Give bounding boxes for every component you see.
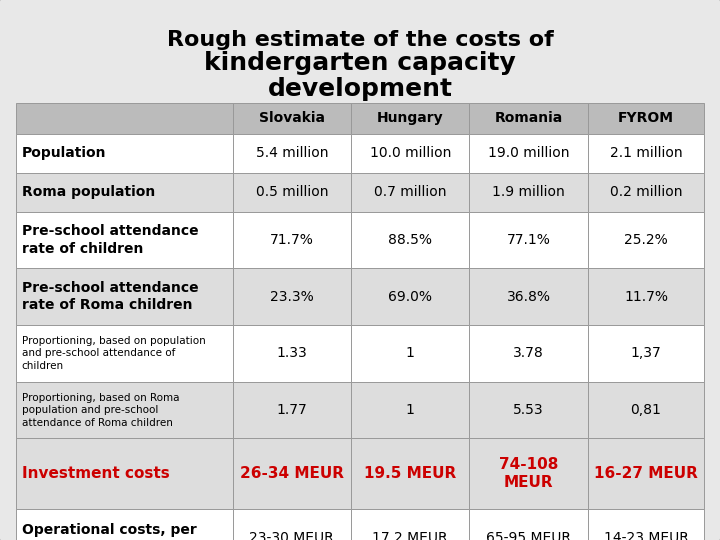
Bar bbox=[351, 268, 469, 325]
Bar bbox=[588, 212, 704, 268]
Bar bbox=[469, 212, 588, 268]
Bar bbox=[233, 103, 351, 134]
Text: 65-95 MEUR: 65-95 MEUR bbox=[486, 531, 571, 540]
Bar bbox=[233, 438, 351, 509]
Text: Roma population: Roma population bbox=[22, 185, 155, 199]
Bar bbox=[233, 325, 351, 382]
Text: 19.0 million: 19.0 million bbox=[488, 146, 570, 160]
Bar bbox=[351, 212, 469, 268]
Bar bbox=[588, 382, 704, 438]
Text: 0.5 million: 0.5 million bbox=[256, 185, 328, 199]
Text: Investment costs: Investment costs bbox=[22, 466, 169, 481]
Bar bbox=[16, 173, 233, 212]
Text: 23.3%: 23.3% bbox=[270, 290, 314, 303]
Text: 14-23 MEUR: 14-23 MEUR bbox=[603, 531, 688, 540]
Text: 1: 1 bbox=[406, 403, 415, 417]
Text: 0.7 million: 0.7 million bbox=[374, 185, 446, 199]
Bar bbox=[469, 438, 588, 509]
Bar bbox=[233, 509, 351, 540]
Bar bbox=[351, 134, 469, 173]
Text: 19.5 MEUR: 19.5 MEUR bbox=[364, 466, 456, 481]
Text: Proportioning, based on population
and pre-school attendance of
children: Proportioning, based on population and p… bbox=[22, 336, 205, 371]
Text: Pre-school attendance
rate of children: Pre-school attendance rate of children bbox=[22, 225, 198, 255]
Bar bbox=[469, 134, 588, 173]
Bar bbox=[351, 438, 469, 509]
Text: 11.7%: 11.7% bbox=[624, 290, 668, 303]
Text: 74-108
MEUR: 74-108 MEUR bbox=[499, 457, 558, 490]
Text: 5.4 million: 5.4 million bbox=[256, 146, 328, 160]
Bar bbox=[469, 103, 588, 134]
Bar bbox=[16, 438, 233, 509]
Text: 3.78: 3.78 bbox=[513, 347, 544, 360]
Text: 1,37: 1,37 bbox=[631, 347, 662, 360]
Bar bbox=[469, 509, 588, 540]
Bar bbox=[16, 212, 233, 268]
Text: Pre-school attendance
rate of Roma children: Pre-school attendance rate of Roma child… bbox=[22, 281, 198, 312]
Text: Hungary: Hungary bbox=[377, 111, 444, 125]
Text: 77.1%: 77.1% bbox=[507, 233, 551, 247]
Text: Operational costs, per
year: Operational costs, per year bbox=[22, 523, 197, 540]
Text: kindergarten capacity: kindergarten capacity bbox=[204, 51, 516, 75]
Bar bbox=[588, 509, 704, 540]
Bar bbox=[588, 103, 704, 134]
Text: 17.2 MEUR: 17.2 MEUR bbox=[372, 531, 448, 540]
Bar bbox=[16, 509, 233, 540]
Text: 71.7%: 71.7% bbox=[270, 233, 314, 247]
Bar bbox=[233, 268, 351, 325]
Text: 1.9 million: 1.9 million bbox=[492, 185, 565, 199]
Text: 36.8%: 36.8% bbox=[507, 290, 551, 303]
Text: 69.0%: 69.0% bbox=[388, 290, 432, 303]
Bar bbox=[351, 103, 469, 134]
Text: FYROM: FYROM bbox=[618, 111, 674, 125]
Text: 26-34 MEUR: 26-34 MEUR bbox=[240, 466, 344, 481]
Text: 1.33: 1.33 bbox=[276, 347, 307, 360]
Bar bbox=[588, 173, 704, 212]
Bar bbox=[469, 173, 588, 212]
Bar bbox=[588, 268, 704, 325]
Bar bbox=[16, 325, 233, 382]
Text: Slovakia: Slovakia bbox=[259, 111, 325, 125]
Text: 16-27 MEUR: 16-27 MEUR bbox=[594, 466, 698, 481]
Text: 25.2%: 25.2% bbox=[624, 233, 668, 247]
Bar bbox=[16, 382, 233, 438]
Text: 5.53: 5.53 bbox=[513, 403, 544, 417]
Bar bbox=[16, 103, 233, 134]
Bar bbox=[233, 134, 351, 173]
Text: 2.1 million: 2.1 million bbox=[610, 146, 683, 160]
Text: Rough estimate of the costs of: Rough estimate of the costs of bbox=[166, 30, 554, 50]
Bar bbox=[351, 382, 469, 438]
Bar bbox=[588, 325, 704, 382]
Bar bbox=[588, 438, 704, 509]
Bar bbox=[233, 212, 351, 268]
Text: 1: 1 bbox=[406, 347, 415, 360]
Text: development: development bbox=[268, 77, 452, 100]
Text: 88.5%: 88.5% bbox=[388, 233, 432, 247]
Text: Romania: Romania bbox=[495, 111, 563, 125]
Bar bbox=[588, 134, 704, 173]
Bar bbox=[351, 509, 469, 540]
Text: 10.0 million: 10.0 million bbox=[369, 146, 451, 160]
Text: 0,81: 0,81 bbox=[631, 403, 662, 417]
Bar bbox=[351, 325, 469, 382]
Text: 1.77: 1.77 bbox=[276, 403, 307, 417]
Bar bbox=[469, 325, 588, 382]
Text: Proportioning, based on Roma
population and pre-school
attendance of Roma childr: Proportioning, based on Roma population … bbox=[22, 393, 179, 428]
Bar bbox=[16, 268, 233, 325]
Text: 23-30 MEUR: 23-30 MEUR bbox=[250, 531, 334, 540]
Bar bbox=[233, 173, 351, 212]
Bar bbox=[233, 382, 351, 438]
Bar bbox=[469, 268, 588, 325]
Text: 0.2 million: 0.2 million bbox=[610, 185, 683, 199]
Text: Population: Population bbox=[22, 146, 106, 160]
Bar bbox=[351, 173, 469, 212]
Bar bbox=[469, 382, 588, 438]
Bar bbox=[16, 134, 233, 173]
